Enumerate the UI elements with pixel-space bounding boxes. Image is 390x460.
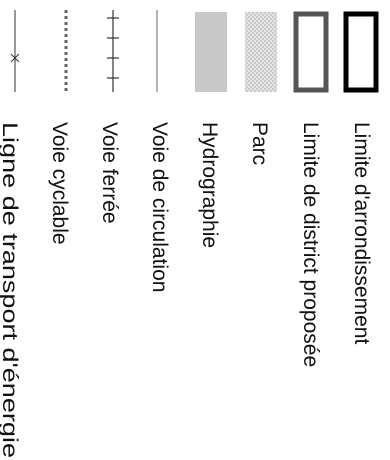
legend-label-hydrography: Hydrographie [198, 122, 221, 248]
legend-label-power-line: Ligne de transport d'énergie [0, 122, 21, 458]
proposed-district-boundary-symbol [293, 11, 329, 93]
legend-label-railway: Voie ferrée [98, 122, 121, 224]
legend-label-road: Voie de circulation [148, 122, 171, 292]
legend-label-proposed-district-boundary: Limite de district proposée [299, 122, 322, 367]
district-boundary-symbol [343, 11, 379, 93]
legend-label-bike-lane: Voie cyclable [48, 122, 71, 245]
legend-label-park: Parc [248, 122, 271, 165]
legend-label-district-boundary: Limite d'arrondissement [350, 122, 373, 344]
power-line-symbol [10, 10, 20, 92]
park-symbol [245, 12, 277, 92]
railway-symbol [107, 10, 119, 92]
hydrography-symbol [195, 12, 227, 92]
